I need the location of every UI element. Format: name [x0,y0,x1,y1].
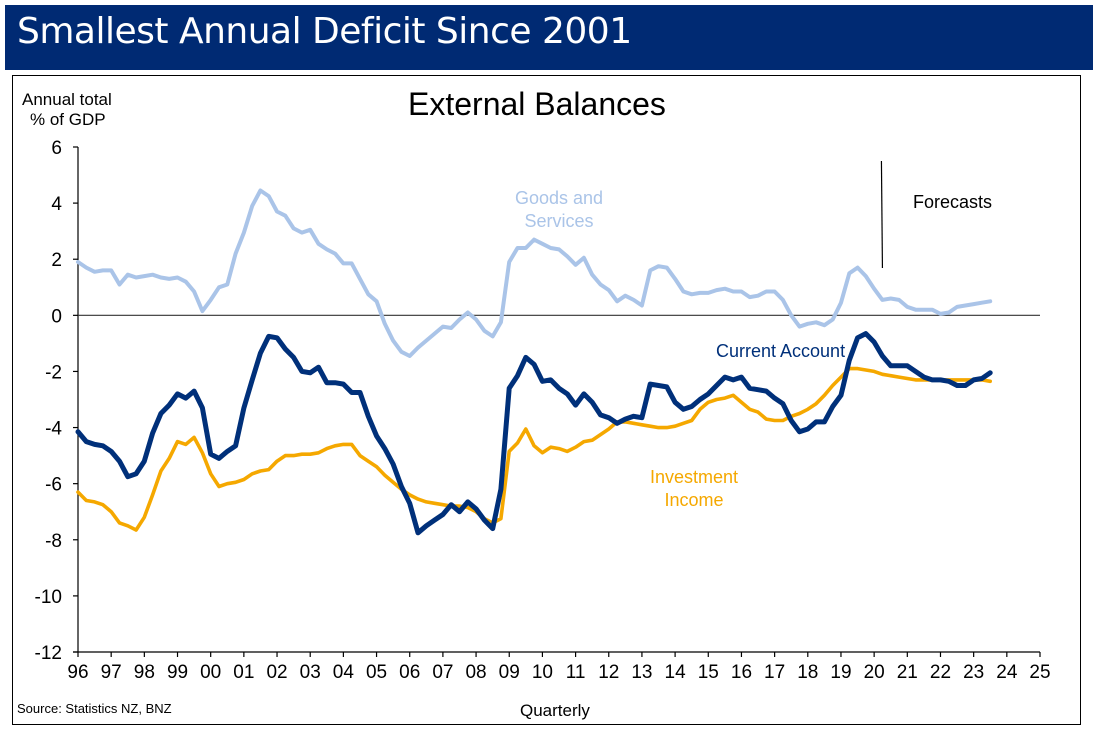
x-tick-label: 09 [499,662,520,683]
y-tick-label: 0 [51,306,62,327]
x-tick-label: 01 [233,662,254,683]
x-tick-label: 97 [101,662,122,683]
series-label-investment-income: Investment Income [650,467,739,510]
y-tick-label: -12 [35,643,62,664]
x-tick-label: 98 [134,662,155,683]
source-note: Source: Statistics NZ, BNZ [17,701,172,716]
x-tick-label: 04 [333,662,355,683]
chart-frame [12,75,1081,725]
x-tick-label: 11 [566,662,586,683]
series-label-goods-and-services: Goods and Services [515,188,604,231]
x-tick-label: 10 [532,662,553,683]
forecast-divider-line [880,160,884,269]
series-line-investment-income [76,366,993,532]
x-tick-label: 22 [930,662,951,683]
y-tick-label: -2 [45,362,62,383]
x-tick-label: 24 [996,662,1018,683]
x-axis-title: Quarterly [520,701,590,720]
x-tick-label: 13 [631,662,652,683]
x-tick-label: 15 [698,662,719,683]
y-axis-title-line1: Annual total [22,90,112,109]
y-tick-label: -6 [45,475,62,496]
x-tick-label: 06 [399,662,420,683]
x-tick-label: 20 [864,662,885,683]
x-tick-label: 02 [266,662,287,683]
y-tick-label: -8 [45,531,62,552]
title-banner: Smallest Annual Deficit Since 2001 [5,5,1093,70]
forecasts-label: Forecasts [913,192,993,212]
series-label-current-account: Current Account [716,341,846,361]
x-tick-label: 07 [432,662,453,683]
x-tick-label: 03 [300,662,321,683]
x-tick-label: 25 [1029,662,1050,683]
x-tick-label: 99 [167,662,188,683]
x-tick-label: 23 [963,662,984,683]
y-tick-label: 6 [51,138,62,159]
banner-title: Smallest Annual Deficit Since 2001 [17,11,632,52]
x-tick-label: 16 [731,662,752,683]
series-line-current-account [75,331,993,536]
y-tick-label: -4 [45,419,62,440]
series-line-goods-and-services [76,188,993,358]
chart-title: External Balances [408,86,666,122]
y-tick-label: -10 [35,587,62,608]
x-tick-label: 05 [366,662,387,683]
x-tick-label: 12 [598,662,619,683]
x-tick-label: 14 [665,662,687,683]
x-tick-label: 18 [797,662,818,683]
x-tick-label: 17 [764,662,785,683]
y-axis-title-line2: % of GDP [30,110,106,129]
x-tick-label: 21 [897,662,918,683]
x-tick-label: 08 [465,662,486,683]
y-tick-label: 2 [51,250,62,271]
x-tick-label: 19 [830,662,851,683]
x-tick-label: 00 [200,662,221,683]
y-tick-label: 4 [51,194,62,215]
x-tick-label: 96 [67,662,88,683]
